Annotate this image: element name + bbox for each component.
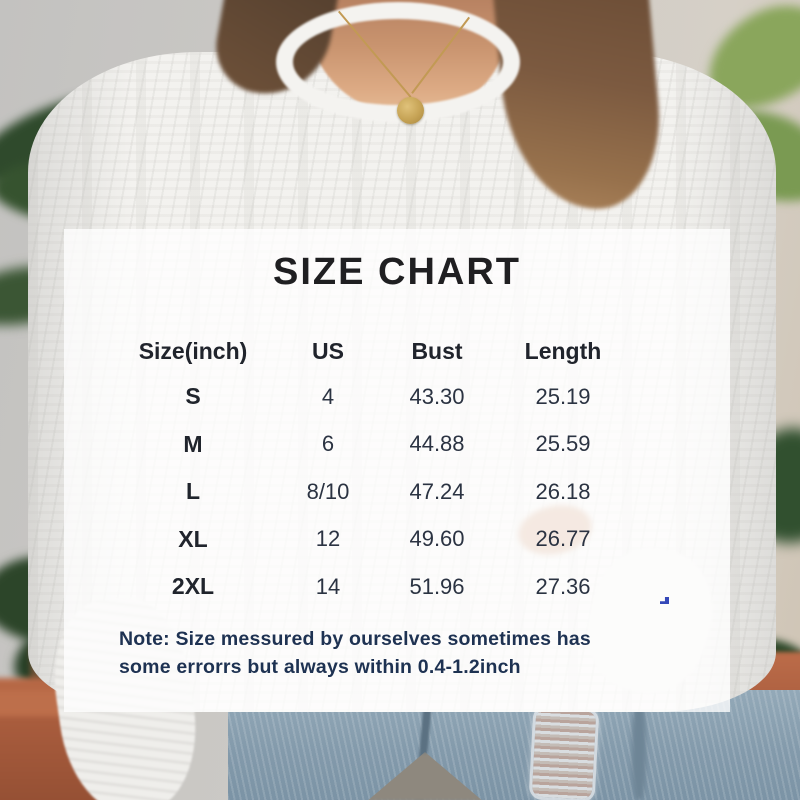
table-cell-size: S	[185, 383, 201, 410]
table-cell-bust: 51.96	[409, 573, 465, 599]
table-cell-bust: 49.60	[409, 526, 465, 552]
column-header-bust: Bust	[411, 337, 463, 364]
blue-mark	[660, 597, 669, 604]
necklace-pendant	[397, 97, 424, 124]
table-cell-us: 6	[321, 431, 335, 457]
table-cell-us: 14	[315, 573, 341, 599]
column-header-us: US	[312, 337, 344, 364]
table-cell-us: 12	[315, 526, 341, 552]
column-header-length: Length	[524, 337, 602, 364]
note-line-2: some errorrs but always within 0.4-1.2in…	[119, 656, 521, 679]
jeans-leg-edge	[632, 700, 646, 800]
size-note: Note: Size messured by ourselves sometim…	[119, 625, 699, 682]
size-table: Size(inch) US Bust Length S 4 43.30 25.1…	[126, 329, 648, 611]
table-cell-size: XL	[178, 525, 208, 552]
table-cell-length: 25.59	[535, 431, 591, 457]
jeans-ripped-hole	[531, 708, 597, 800]
table-cell-length: 25.19	[535, 383, 591, 409]
size-chart-title: SIZE CHART	[273, 251, 521, 293]
table-cell-size: L	[185, 478, 201, 505]
table-cell-length: 26.77	[535, 526, 591, 552]
table-cell-size: 2XL	[171, 573, 215, 600]
size-chart-panel: SIZE CHART Size(inch) US Bust Length S 4…	[64, 229, 730, 712]
table-cell-bust: 44.88	[409, 431, 465, 457]
table-cell-length: 27.36	[535, 573, 591, 599]
table-cell-us: 4	[321, 383, 335, 409]
table-cell-size: M	[183, 430, 203, 457]
note-line-1: Note: Size messured by ourselves sometim…	[119, 628, 591, 650]
table-cell-bust: 47.24	[409, 478, 465, 504]
table-cell-length: 26.18	[535, 478, 591, 504]
table-cell-bust: 43.30	[409, 383, 465, 409]
column-header-size: Size(inch)	[138, 337, 248, 364]
table-cell-us: 8/10	[306, 478, 350, 504]
